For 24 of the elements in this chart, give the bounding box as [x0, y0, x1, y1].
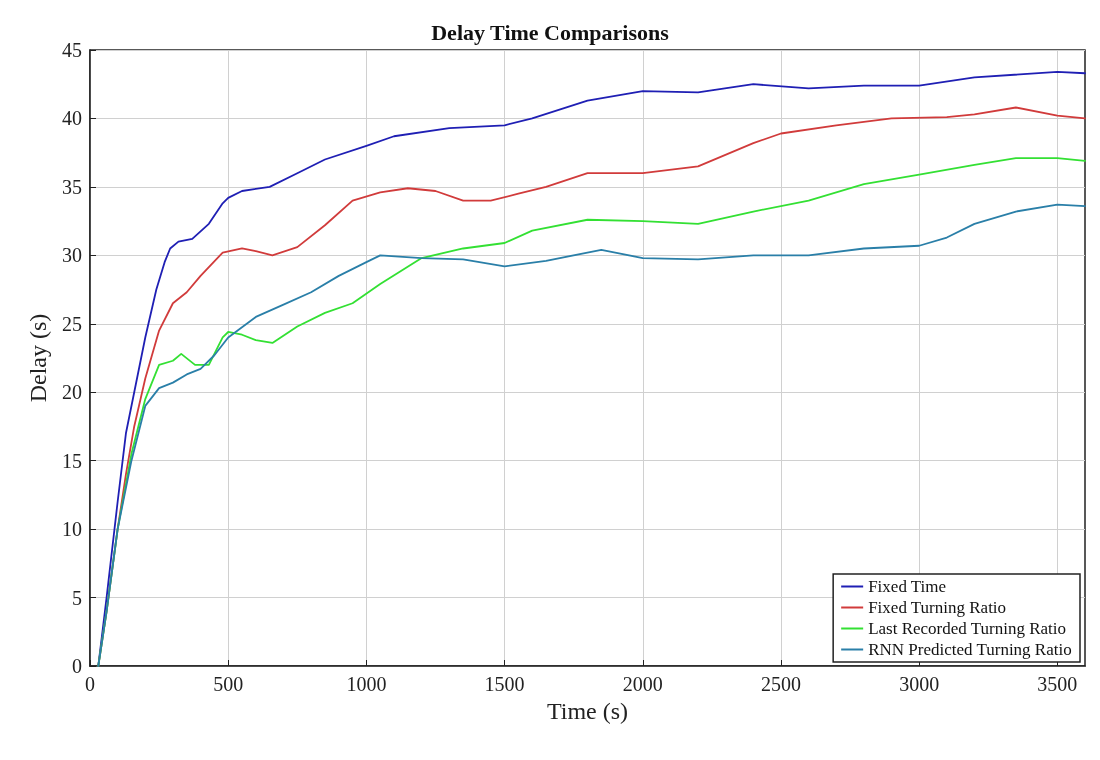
y-tick-label: 25	[62, 312, 82, 335]
legend-label: RNN Predicted Turning Ratio	[868, 640, 1072, 659]
y-tick-label: 0	[72, 655, 82, 677]
legend-label: Last Recorded Turning Ratio	[868, 619, 1067, 638]
legend-label: Fixed Time	[868, 577, 947, 596]
x-tick-label: 1500	[484, 673, 525, 695]
x-tick-label: 1000	[346, 673, 387, 695]
y-tick-label: 15	[62, 449, 82, 472]
y-tick-label: 40	[62, 107, 82, 130]
y-tick-label: 5	[72, 586, 82, 609]
y-tick-label: 10	[62, 518, 82, 541]
y-tick-label: 35	[62, 175, 82, 198]
legend-label: Fixed Turning Ratio	[868, 598, 1007, 617]
y-tick-label: 20	[62, 381, 82, 404]
x-tick-label: 500	[213, 673, 244, 695]
y-axis-title: Delay (s)	[25, 313, 51, 403]
x-tick-label: 3500	[1037, 673, 1078, 695]
x-tick-label: 3000	[899, 673, 940, 695]
x-tick-label: 2500	[760, 673, 801, 695]
y-tick-label: 45	[62, 39, 82, 61]
chart-title: Delay Time Comparisons	[431, 19, 670, 45]
x-tick-label: 2000	[622, 673, 663, 695]
y-tick-label: 30	[62, 244, 82, 267]
x-axis-title: Time (s)	[546, 697, 629, 724]
